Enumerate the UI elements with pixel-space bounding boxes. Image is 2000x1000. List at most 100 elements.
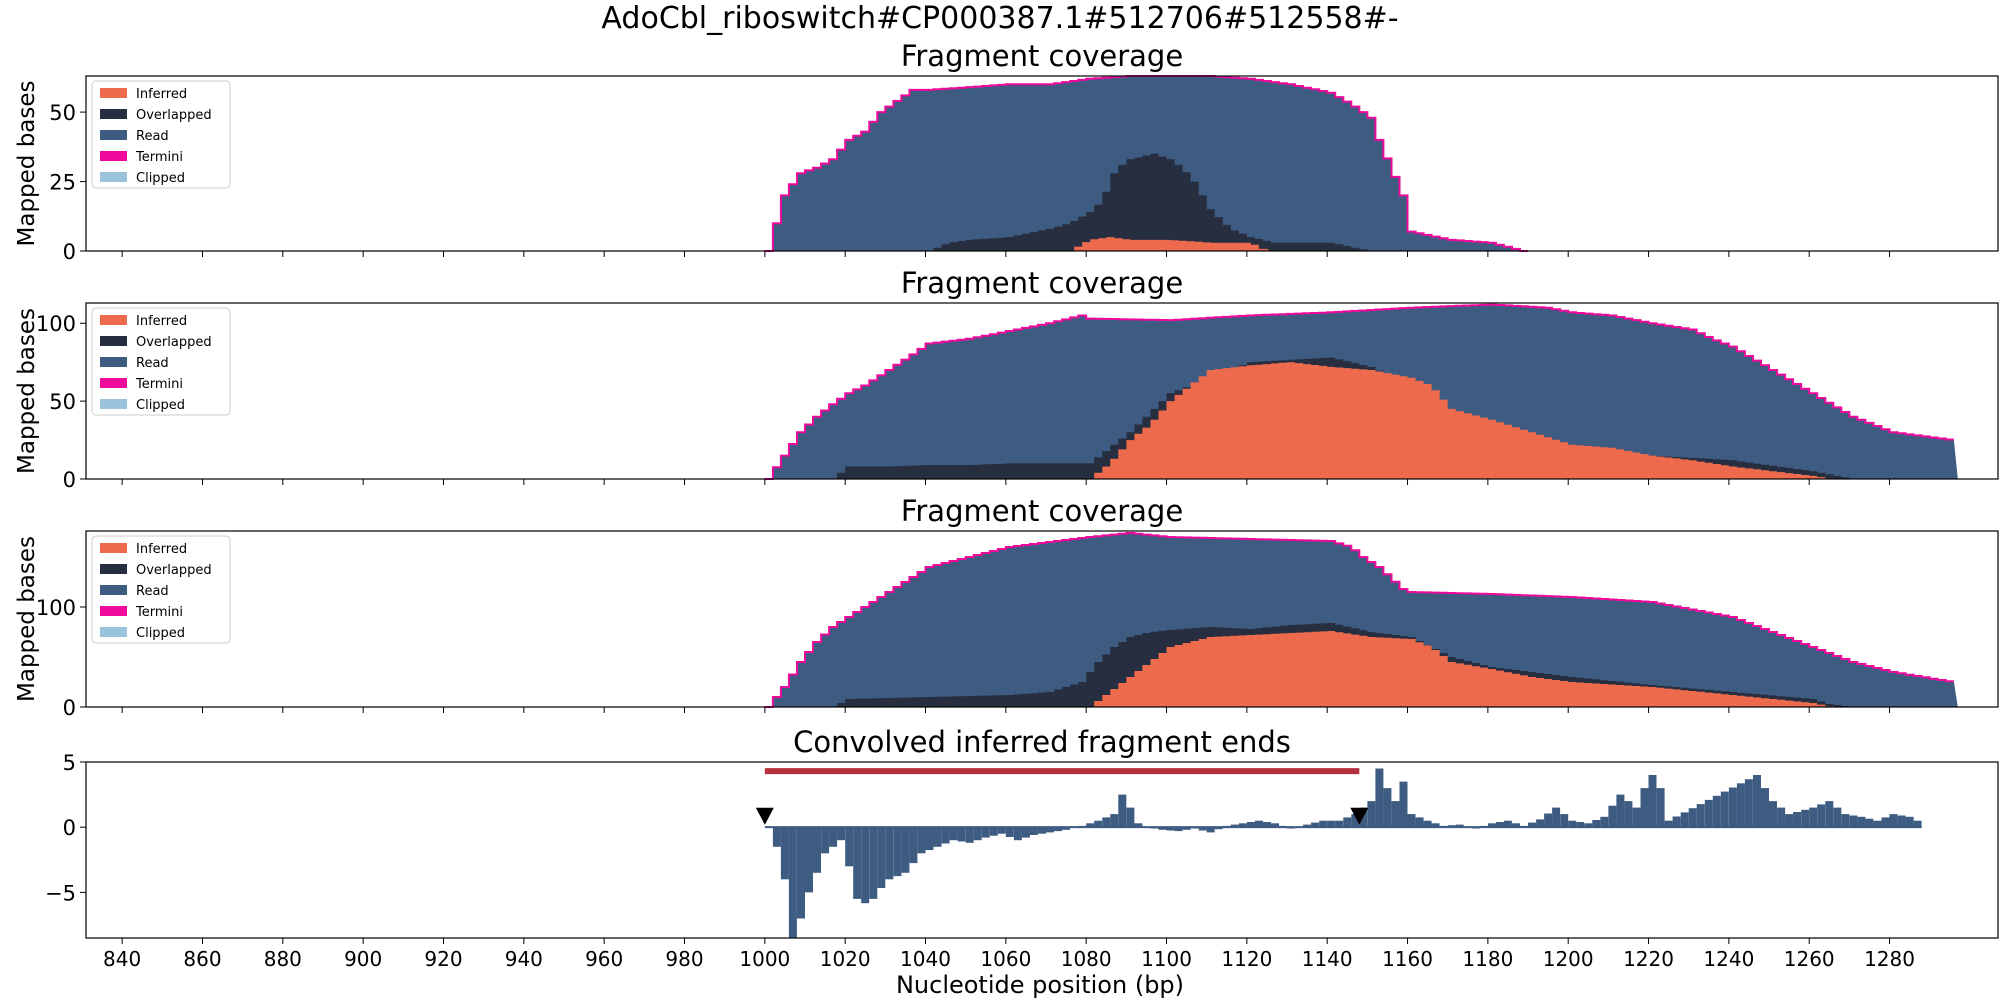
bar <box>1455 824 1464 828</box>
bar <box>1102 817 1111 828</box>
bar <box>1865 818 1874 828</box>
y-tick-label: −5 <box>45 881 76 905</box>
x-tick-label: 1020 <box>820 947 871 971</box>
y-tick-label: 0 <box>63 816 76 840</box>
legend-swatch-overlapped <box>100 564 127 574</box>
bar <box>1046 827 1054 833</box>
bar <box>909 827 918 864</box>
bar <box>989 827 998 836</box>
y-tick-label: 50 <box>49 390 76 414</box>
legend-frame <box>91 80 231 189</box>
bar <box>1110 814 1119 828</box>
bar <box>1086 823 1095 828</box>
y-tick-label: 100 <box>36 596 76 620</box>
bar <box>1383 788 1392 828</box>
bar <box>1262 822 1271 828</box>
legend-swatch-termini <box>100 606 127 616</box>
bar <box>1809 807 1818 828</box>
y-axis-label: Mapped bases <box>14 308 40 474</box>
x-tick-label: 1240 <box>1703 947 1754 971</box>
bar <box>1311 822 1320 828</box>
legend-swatch-read <box>100 130 127 140</box>
bar <box>1632 807 1641 828</box>
y-tick-label: 0 <box>63 696 76 720</box>
bar <box>1761 788 1769 828</box>
x-tick-label: 1000 <box>739 947 790 971</box>
bar <box>1487 823 1496 828</box>
bar <box>1029 827 1038 835</box>
bar <box>1399 781 1408 828</box>
bar <box>1182 827 1191 830</box>
x-tick-label: 1160 <box>1382 947 1433 971</box>
series-inferred <box>1086 631 1838 707</box>
bar <box>1512 823 1520 828</box>
legend-label-termini: Termini <box>135 377 183 392</box>
legend: Inferred Overlapped Read Termini Clipped <box>91 307 231 416</box>
legend-swatch-clipped <box>100 627 127 637</box>
bar <box>805 827 813 893</box>
bar <box>1849 815 1858 828</box>
legend-swatch-clipped <box>100 399 127 409</box>
x-axis-label: Nucleotide position (bp) <box>896 971 1184 999</box>
bar <box>1536 819 1545 828</box>
bar <box>1303 824 1312 828</box>
bar <box>981 827 990 838</box>
panel-title: Fragment coverage <box>901 266 1183 300</box>
bar <box>1206 827 1215 833</box>
y-axis-label: Mapped bases <box>14 536 40 702</box>
legend-label-clipped: Clipped <box>136 626 185 641</box>
legend-label-clipped: Clipped <box>136 398 185 413</box>
x-tick-label: 1100 <box>1141 947 1192 971</box>
bar <box>901 827 910 873</box>
bar <box>917 827 926 854</box>
y-tick-label: 50 <box>49 101 76 125</box>
legend-label-read: Read <box>136 129 169 144</box>
bar <box>1769 801 1777 828</box>
figure-suptitle: AdoCbl_riboswitch#CP000387.1#512706#5125… <box>601 1 1398 36</box>
bar <box>1134 823 1143 828</box>
bar <box>1905 816 1914 828</box>
legend-swatch-overlapped <box>100 336 127 346</box>
x-tick-label: 1280 <box>1864 947 1915 971</box>
bar <box>1335 820 1344 828</box>
bar <box>1889 814 1898 828</box>
legend-swatch-inferred <box>100 88 127 98</box>
y-tick-label: 0 <box>63 468 76 492</box>
bar <box>1544 813 1553 828</box>
bar <box>877 827 886 888</box>
bar <box>949 827 958 841</box>
legend-swatch-read <box>100 585 127 595</box>
bar <box>861 827 870 904</box>
legend-swatch-termini <box>100 151 127 161</box>
bar <box>1592 820 1601 828</box>
bar <box>821 827 830 854</box>
series-inferred <box>1086 362 1838 479</box>
bar <box>1118 794 1127 828</box>
x-tick-label: 920 <box>424 947 462 971</box>
bar <box>1005 827 1014 837</box>
bar <box>1648 775 1657 828</box>
bar <box>1271 823 1279 828</box>
bar <box>1793 812 1802 828</box>
bar <box>1054 827 1063 832</box>
bar <box>1696 804 1705 828</box>
legend-label-termini: Termini <box>135 150 183 165</box>
series-termini <box>764 303 1954 480</box>
legend-label-clipped: Clipped <box>136 171 185 186</box>
legend-swatch-inferred <box>100 543 127 553</box>
bar <box>1897 815 1906 828</box>
legend-swatch-overlapped <box>100 109 127 119</box>
x-tick-label: 1040 <box>900 947 951 971</box>
bar <box>845 827 854 867</box>
bar <box>1817 804 1826 828</box>
bar <box>1881 817 1890 828</box>
bar <box>869 827 878 899</box>
bar <box>788 827 797 938</box>
panel-title: Fragment coverage <box>901 39 1183 73</box>
bar <box>1126 807 1135 828</box>
bar <box>1528 822 1536 828</box>
legend-label-termini: Termini <box>135 605 183 620</box>
y-tick-label: 5 <box>63 751 76 775</box>
bar <box>1038 827 1046 834</box>
bar <box>933 827 942 847</box>
